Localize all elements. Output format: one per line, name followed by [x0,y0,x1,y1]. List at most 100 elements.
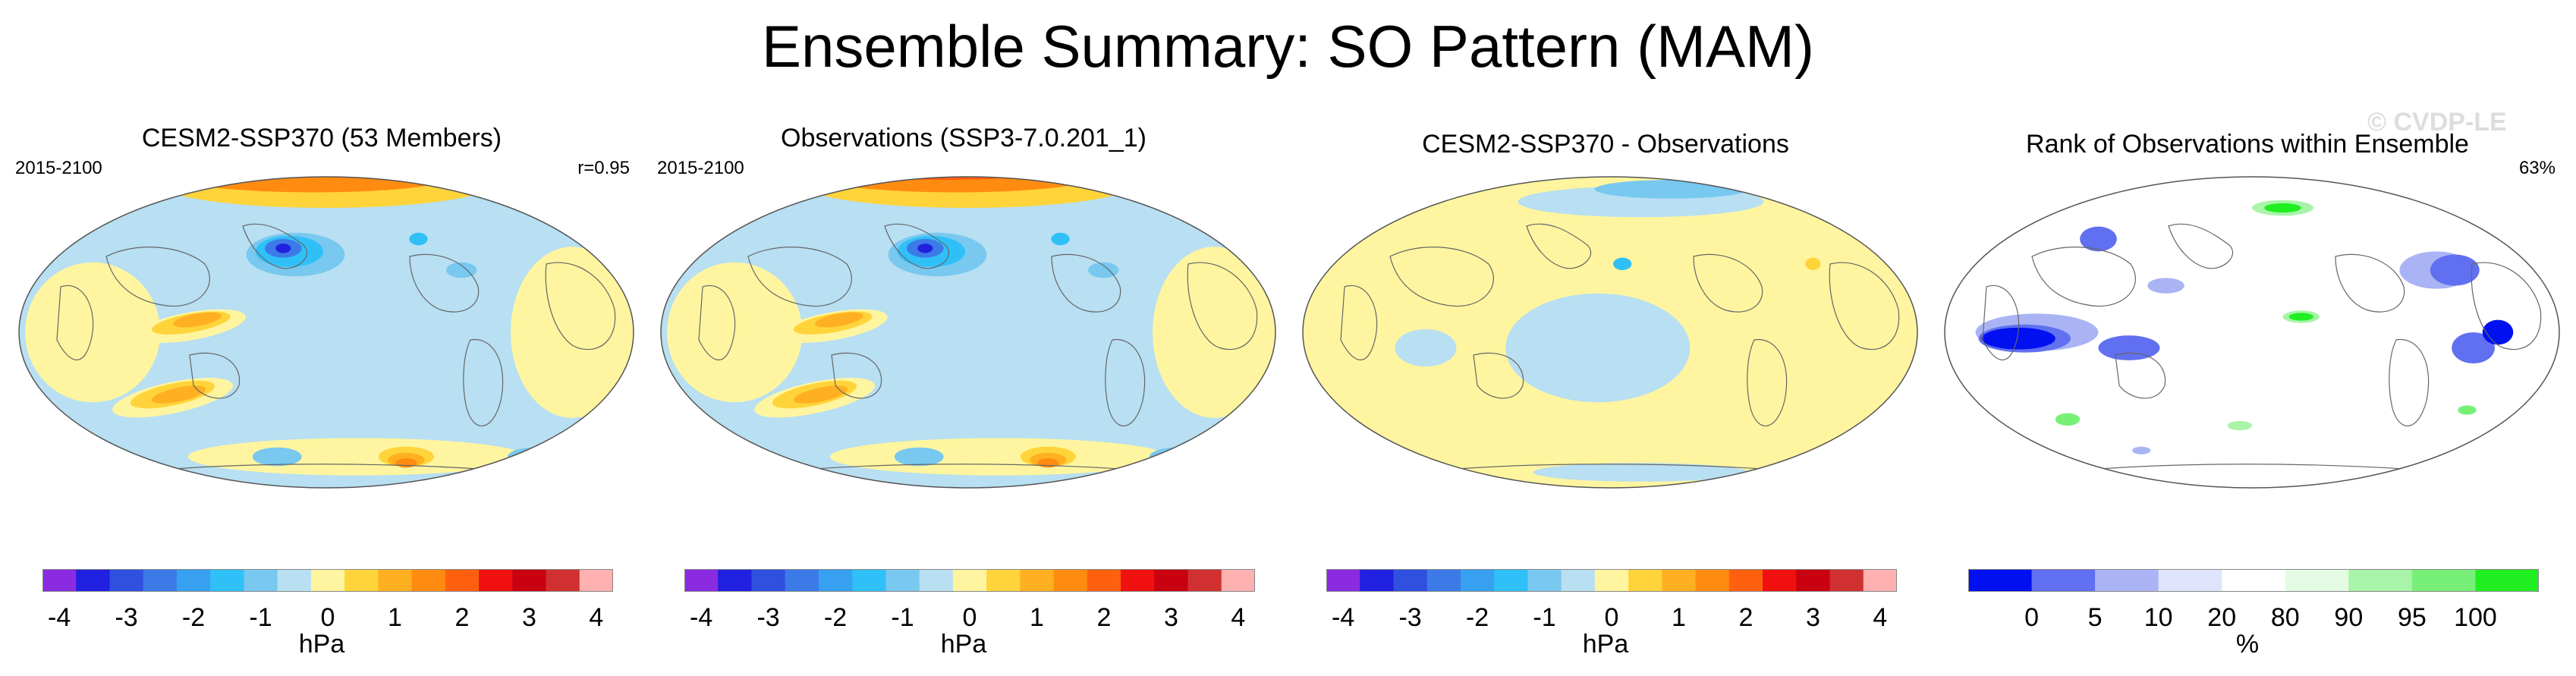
tick-label: -2 [181,603,206,632]
panel-model: CESM2-SSP370 (53 Members) 2015-2100 r=0.… [0,114,643,675]
colorbar-segment [952,569,987,592]
tick-label: 90 [2334,603,2364,632]
tick-label: 95 [2397,603,2427,632]
colorbar-segment [143,569,178,592]
map-border [18,176,634,489]
anomaly-blob [793,385,848,404]
tick-label: 4 [1231,603,1246,632]
colorbar [684,569,1255,592]
colorbar-segment [1053,569,1088,592]
colorbar-segment [445,569,480,592]
anomaly-blob [395,458,417,468]
colorbar-segment [2285,569,2349,592]
colorbar-svg [42,569,613,592]
tick-label: 2 [1096,603,1112,632]
colorbar-segment [1020,569,1055,592]
tick-label: 3 [521,603,536,632]
coastline [1105,338,1146,426]
colorbar-segment [1154,569,1189,592]
tick-label: 2 [1738,603,1754,632]
coastline [105,247,210,307]
coastline [56,285,94,360]
anomaly-blob [1981,327,2055,350]
colorbar-svg [1968,569,2539,592]
colorbar-segment [1796,569,1831,592]
anomaly-blob [1594,180,1749,199]
colorbar-segment [852,569,886,592]
anomaly-blob [520,451,551,463]
anomaly-blob [511,247,634,418]
colorbar-segment [176,569,211,592]
map-rank [1941,173,2563,492]
tick-label: -2 [1465,603,1489,632]
colorbar-segment [1695,569,1730,592]
coastline [1389,247,1494,307]
coastline [1187,262,1258,351]
colorbar-segment [310,569,345,592]
anomaly-blob [2288,313,2313,321]
colorbar-segment [2475,569,2539,592]
map-difference [1299,173,1921,492]
coastline [2168,223,2234,269]
colorbar-segment [1460,569,1495,592]
anomaly-blob [829,438,1168,476]
colorbar-segment [411,569,446,592]
colorbar-segment [1763,569,1797,592]
correlation-label: r=0.95 [577,158,630,178]
colorbar-segment [42,569,77,592]
coastline [884,223,950,269]
tick-label: 1 [388,603,402,632]
colorbar-segment [1187,569,1222,592]
colorbar-outline [1968,569,2539,592]
map-border [1944,176,2560,489]
tick-label: 4 [589,603,604,632]
map-canvas [1944,176,2560,489]
colorbar-segment [1087,569,1121,592]
colorbar-segment [1221,569,1255,592]
colorbar-segment [210,569,244,592]
coastline [831,352,882,399]
colorbar-segment [1426,569,1461,592]
anomaly-blob [1037,458,1059,468]
anomaly-blob [2452,332,2495,363]
anomaly-blob [712,447,769,467]
colorbar-segment [1527,569,1562,592]
anomaly-blob [1149,447,1205,467]
tick-label: 5 [2087,603,2103,632]
colorbar-segment [718,569,752,592]
anomaly-blob [2055,413,2081,426]
colorbar-segment [1561,569,1596,592]
colorbar [42,569,613,592]
colorbar-segment [751,569,786,592]
colorbar-outline [1326,569,1897,592]
anomaly-blob [1051,232,1070,246]
anomaly-blob [2080,226,2117,252]
map-model [15,173,637,492]
anomaly-blob [1805,257,1821,270]
colorbar-segment [277,569,312,592]
colorbar-segment [1728,569,1763,592]
coastline [189,352,241,399]
colorbar-segment [344,569,379,592]
anomaly-blob [817,177,1095,193]
colorbar-segment [1326,569,1360,592]
map-observations [657,173,1279,492]
tick-label: -4 [47,603,71,632]
tick-label: 2 [454,603,470,632]
anomaly-blob [820,177,1067,181]
colorbar-segment [244,569,278,592]
colorbar-unit: hPa [940,630,987,659]
anomaly-blob [894,447,944,467]
colorbar-segment [579,569,613,592]
coastline [1747,338,1788,426]
figure-title: Ensemble Summary: SO Pattern (MAM) [761,13,1814,80]
tick-label: 100 [2454,603,2497,632]
coastline [463,338,504,426]
coastline [1829,262,1900,351]
colorbar-svg [1326,569,1897,592]
panel-title: Observations (SSP3-7.0.201_1) [781,124,1146,152]
tick-label: -3 [756,603,780,632]
coastline [2115,352,2166,399]
colorbar-segment [1968,569,2033,592]
coastline [1693,253,1763,313]
